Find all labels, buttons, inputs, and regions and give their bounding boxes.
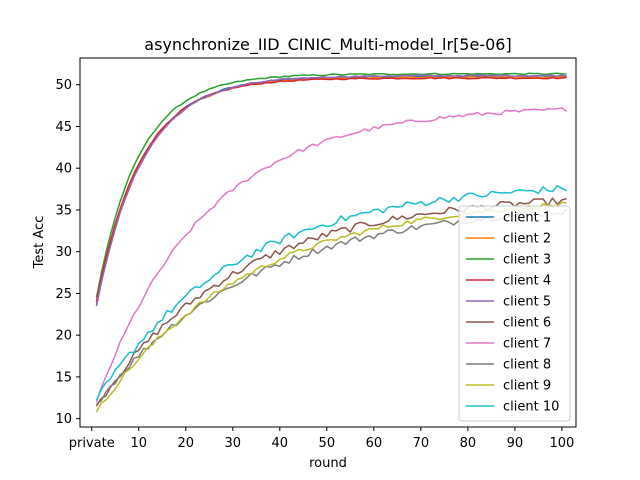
y-tick-label: 35 [55, 203, 72, 218]
x-tick-label: 20 [178, 436, 195, 451]
y-axis: 10 15 20 25 30 35 40 45 50 [55, 78, 80, 427]
legend-label-9: client 9 [503, 379, 551, 394]
legend-label-5: client 5 [503, 295, 551, 310]
legend-label-1: client 1 [503, 211, 551, 226]
legend-label-7: client 7 [503, 337, 551, 352]
x-axis: private 10 20 30 40 50 60 70 80 90 100 [69, 427, 574, 451]
series-line-3 [95, 72, 567, 298]
legend-label-10: client 10 [503, 400, 559, 415]
y-tick-label: 30 [55, 245, 72, 260]
plot-frame [79, 57, 577, 428]
x-tick-label: 100 [549, 436, 574, 451]
x-tick-label: 40 [272, 436, 289, 451]
y-axis-label: Test Acc [32, 216, 47, 270]
y-tick-label: 45 [55, 120, 72, 135]
y-tick-label: 15 [55, 370, 72, 385]
x-axis-label: round [309, 456, 347, 471]
legend-label-4: client 4 [503, 274, 551, 289]
legend-label-6: client 6 [503, 316, 551, 331]
y-tick-label: 50 [55, 78, 72, 93]
series-line-10 [95, 185, 567, 401]
legend-label-3: client 3 [503, 253, 551, 268]
x-tick-label: 60 [366, 436, 383, 451]
x-tick-label: 50 [319, 436, 336, 451]
y-tick-label: 40 [55, 162, 72, 177]
x-tick-label: 80 [460, 436, 477, 451]
legend-label-8: client 8 [503, 358, 551, 373]
x-tick-label: 10 [130, 436, 147, 451]
x-tick-label: private [69, 436, 115, 451]
y-tick-label: 20 [55, 329, 72, 344]
x-tick-label: 30 [225, 436, 242, 451]
x-tick-label: 70 [413, 436, 430, 451]
series-line-5 [95, 74, 567, 307]
x-tick-label: 90 [507, 436, 524, 451]
series-line-7 [95, 107, 568, 403]
y-tick-label: 25 [55, 287, 72, 302]
chart-title: asynchronize_IID_CINIC_Multi-model_lr[5e… [144, 35, 511, 55]
plot-lines [95, 72, 568, 413]
y-tick-label: 10 [55, 412, 72, 427]
legend: client 1 client 2 client 3 client 4 client 5… [458, 205, 571, 422]
legend-label-2: client 2 [503, 232, 551, 247]
